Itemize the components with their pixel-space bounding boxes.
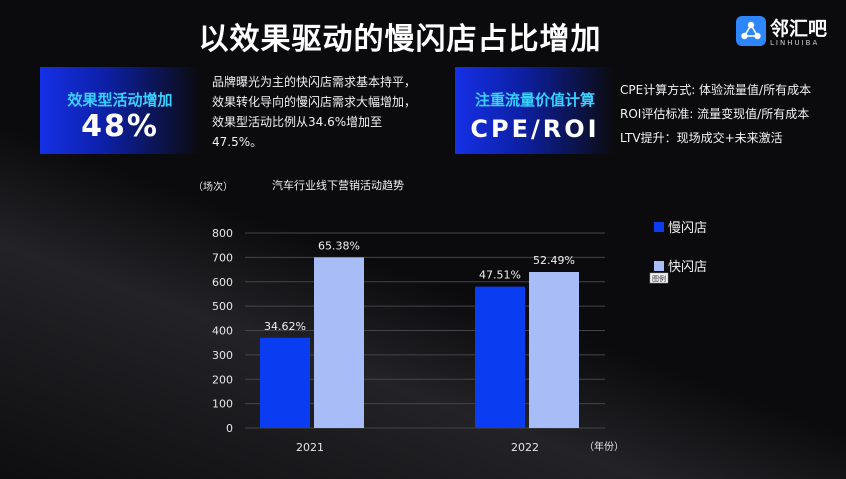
legend-swatch xyxy=(654,222,664,232)
legend-swatch xyxy=(654,261,664,271)
y-tick-label: 500 xyxy=(212,300,233,313)
kpi-effect-activities: 效果型活动增加 48% xyxy=(40,67,200,154)
page-title: 以效果驱动的慢闪店占比增加 xyxy=(198,22,602,57)
legend-badge-text: 图例 xyxy=(652,274,666,283)
y-tick-label: 300 xyxy=(212,349,233,362)
description-text: 品牌曝光为主的快闪店需求基本持平，效果转化导向的慢闪店需求大幅增加，效果型活动比… xyxy=(212,75,417,149)
logo: 邻汇吧 LINHUIBA xyxy=(736,14,836,50)
y-tick-label: 800 xyxy=(212,227,233,240)
y-tick-label: 700 xyxy=(212,251,233,264)
x-tick-label: 2022 xyxy=(511,441,539,454)
x-tick-label: 2021 xyxy=(296,441,324,454)
legend-badge xyxy=(649,272,669,284)
data-label: 52.49% xyxy=(533,254,575,267)
kpi-label: 效果型活动增加 xyxy=(67,91,173,109)
share-nodes-icon xyxy=(736,16,766,46)
bar-2022-fast xyxy=(529,272,579,428)
logo-text: 邻汇吧 xyxy=(770,18,828,40)
y-tick-label: 600 xyxy=(212,276,233,289)
x-axis-label: （年份） xyxy=(584,440,624,453)
data-label: 34.62% xyxy=(264,320,306,333)
note-roi: ROI评估标准: 流量变现值/所有成本 xyxy=(620,107,810,121)
bar-2021-fast xyxy=(314,257,364,428)
kpi-value: CPE/ROI xyxy=(470,115,600,143)
y-axis-label: （场次） xyxy=(193,180,233,193)
note-ltv: LTV提升：现场成交+未来激活 xyxy=(620,131,783,145)
kpi-label: 注重流量价值计算 xyxy=(474,91,595,109)
data-label: 47.51% xyxy=(479,269,521,282)
kpi-value: 48% xyxy=(81,109,159,144)
legend-entry: 快闪店 xyxy=(668,260,707,275)
y-tick-label: 100 xyxy=(212,398,233,411)
y-tick-label: 400 xyxy=(212,325,233,338)
bar-2022-slow xyxy=(475,286,525,428)
y-tick-label: 200 xyxy=(212,373,233,386)
legend-entry: 慢闪店 xyxy=(668,220,707,236)
y-tick-label: 0 xyxy=(226,422,233,435)
metric-notes: CPE计算方式: 体验流量值/所有成本 ROI评估标准: 流量变现值/所有成本 … xyxy=(620,78,840,150)
logo-subtext: LINHUIBA xyxy=(770,39,820,47)
bar-2021-slow xyxy=(260,337,310,428)
data-label: 65.38% xyxy=(318,239,360,252)
note-cpe: CPE计算方式: 体验流量值/所有成本 xyxy=(620,83,812,97)
chart-title: 汽车行业线下营销活动趋势 xyxy=(272,178,404,192)
kpi-traffic-value: 注重流量价值计算 CPE/ROI xyxy=(455,67,615,154)
